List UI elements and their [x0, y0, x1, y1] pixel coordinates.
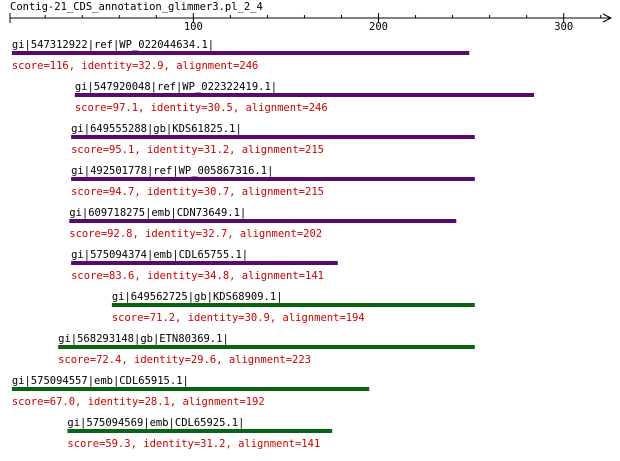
- axis-arrow: [602, 13, 613, 23]
- hit-score: score=116, identity=32.9, alignment=246: [12, 60, 259, 72]
- hit-name: gi|649562725|gb|KDS68909.1|: [112, 291, 283, 303]
- hit-score: score=83.6, identity=34.8, alignment=141: [71, 270, 324, 282]
- hit-name: gi|568293148|gb|ETN80369.1|: [58, 333, 229, 345]
- hit-bar: [11, 51, 470, 55]
- hit-score: score=71.2, identity=30.9, alignment=194: [112, 312, 365, 324]
- hit-score: score=59.3, identity=31.2, alignment=141: [67, 438, 320, 450]
- hit-score: score=97.1, identity=30.5, alignment=246: [75, 102, 328, 114]
- hit-score: score=94.7, identity=30.7, alignment=215: [71, 186, 324, 198]
- hit-score: score=67.0, identity=28.1, alignment=192: [12, 396, 265, 408]
- hit-score: score=92.8, identity=32.7, alignment=202: [69, 228, 322, 240]
- hit-bar: [71, 261, 338, 265]
- hit-name: gi|609718275|emb|CDN73649.1|: [69, 207, 246, 219]
- hit-score: score=95.1, identity=31.2, alignment=215: [71, 144, 324, 156]
- hit-name: gi|575094569|emb|CDL65925.1|: [67, 417, 244, 429]
- hit-score: score=72.4, identity=29.6, alignment=223: [58, 354, 311, 366]
- hit-name: gi|492501778|ref|WP_005867316.1|: [71, 165, 273, 177]
- hit-bar: [69, 219, 457, 223]
- hit-bar: [71, 177, 475, 181]
- hit-name: gi|575094557|emb|CDL65915.1|: [12, 375, 189, 387]
- hit-name: gi|575094374|emb|CDL65755.1|: [71, 249, 248, 261]
- x-tick-label: 200: [369, 21, 388, 33]
- hit-bar: [71, 135, 475, 139]
- x-tick-label: 300: [554, 21, 573, 33]
- hit-name: gi|547312922|ref|WP_022044634.1|: [12, 39, 214, 51]
- hit-bar: [67, 429, 333, 433]
- hit-bar: [74, 93, 535, 97]
- hit-bar: [11, 387, 370, 391]
- chart-title: Contig-21_CDS_annotation_glimmer3.pl_2_4: [10, 1, 263, 13]
- hit-bar: [58, 345, 475, 349]
- hit-bar: [111, 303, 475, 307]
- x-tick-label: 100: [184, 21, 203, 33]
- hit-name: gi|547920048|ref|WP_022322419.1|: [75, 81, 277, 93]
- hit-name: gi|649555288|gb|KDS61825.1|: [71, 123, 242, 135]
